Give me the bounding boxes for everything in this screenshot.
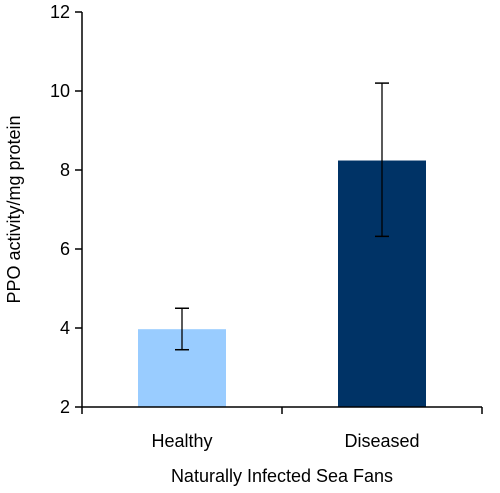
y-tick-label: 6	[60, 239, 70, 259]
y-axis-ticks: 2 4 6 8 10 12	[50, 2, 82, 417]
error-bar-diseased	[375, 82, 389, 238]
x-axis-title: Naturally Infected Sea Fans	[171, 466, 393, 486]
y-axis-title: PPO activity/mg protein	[4, 115, 24, 303]
y-tick-label: 10	[50, 81, 70, 101]
y-tick-label: 12	[50, 2, 70, 22]
error-bar-healthy	[175, 307, 189, 351]
error-bars-layer	[175, 82, 389, 351]
x-axis-categories: Healthy Diseased	[81, 407, 483, 451]
y-tick-label: 2	[60, 397, 70, 417]
y-tick-label: 8	[60, 160, 70, 180]
y-tick-label: 4	[60, 318, 70, 338]
bars-layer	[138, 160, 426, 407]
category-label: Healthy	[151, 431, 212, 451]
category-label: Diseased	[344, 431, 419, 451]
